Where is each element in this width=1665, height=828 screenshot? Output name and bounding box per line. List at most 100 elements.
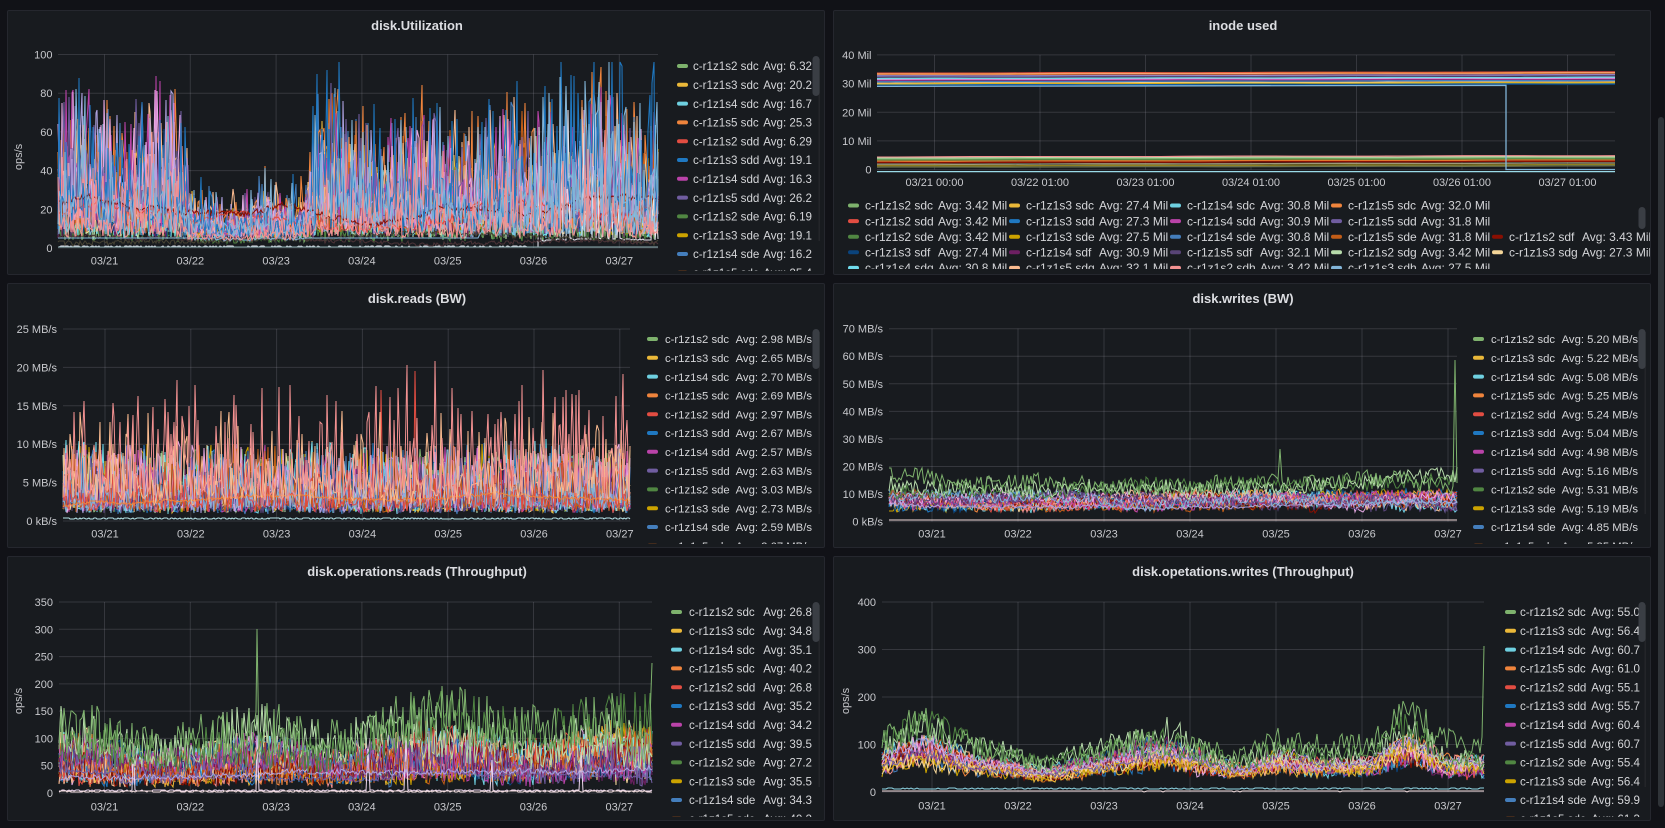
svg-text:c-r1z1s2 sdc: c-r1z1s2 sdc xyxy=(693,60,759,73)
svg-text:Avg: 2.59 MB/s: Avg: 2.59 MB/s xyxy=(736,522,813,534)
svg-text:c-r1z1s5 sdg: c-r1z1s5 sdg xyxy=(1026,261,1095,275)
svg-text:c-r1z1s2 sdc: c-r1z1s2 sdc xyxy=(689,606,755,619)
svg-text:60: 60 xyxy=(40,127,52,139)
svg-text:c-r1z1s4 sdc: c-r1z1s4 sdc xyxy=(689,644,755,657)
svg-text:03/26: 03/26 xyxy=(1348,801,1376,813)
svg-text:Avg: 3.42 Mil: Avg: 3.42 Mil xyxy=(938,214,1007,228)
svg-text:c-r1z1s5 sdf: c-r1z1s5 sdf xyxy=(1187,246,1253,260)
svg-text:c-r1z1s5 sdd: c-r1z1s5 sdd xyxy=(1520,738,1586,751)
svg-text:Avg: 27.2: Avg: 27.2 xyxy=(763,757,812,770)
svg-text:03/25: 03/25 xyxy=(434,529,462,541)
svg-text:c-r1z1s2 sdd: c-r1z1s2 sdd xyxy=(693,135,759,148)
svg-text:Avg: 6.29: Avg: 6.29 xyxy=(763,135,812,148)
svg-text:ops/s: ops/s xyxy=(13,687,25,714)
svg-text:c-r1z1s4 sdf: c-r1z1s4 sdf xyxy=(1026,246,1092,260)
svg-text:Avg: 5.19 MB/s: Avg: 5.19 MB/s xyxy=(1562,503,1639,515)
svg-text:03/23: 03/23 xyxy=(262,802,290,814)
svg-text:Avg: 30.8 Mil: Avg: 30.8 Mil xyxy=(938,261,1007,275)
svg-text:Avg: 56.4: Avg: 56.4 xyxy=(1591,625,1640,638)
svg-text:Avg: 61.3: Avg: 61.3 xyxy=(1591,813,1640,821)
svg-text:03/22: 03/22 xyxy=(1004,529,1032,541)
svg-text:300: 300 xyxy=(858,645,876,657)
svg-text:150: 150 xyxy=(35,706,53,718)
svg-text:Avg: 5.22 MB/s: Avg: 5.22 MB/s xyxy=(1562,353,1639,365)
svg-text:Avg: 31.8 Mil: Avg: 31.8 Mil xyxy=(1421,214,1490,228)
svg-text:Avg: 3.42 Mil: Avg: 3.42 Mil xyxy=(1260,261,1329,275)
svg-text:Avg: 60.4: Avg: 60.4 xyxy=(1591,719,1640,732)
svg-text:c-r1z1s4 sdc: c-r1z1s4 sdc xyxy=(693,98,759,111)
svg-text:03/24: 03/24 xyxy=(1176,801,1204,813)
svg-text:Avg: 2.65 MB/s: Avg: 2.65 MB/s xyxy=(736,353,813,365)
svg-text:c-r1z1s2 sdc: c-r1z1s2 sdc xyxy=(1491,334,1555,346)
svg-text:c-r1z1s4 sde: c-r1z1s4 sde xyxy=(689,794,755,807)
svg-text:c-r1z1s3 sdc: c-r1z1s3 sdc xyxy=(1491,353,1555,365)
svg-text:Avg: 3.42 Mil: Avg: 3.42 Mil xyxy=(1421,246,1490,260)
svg-text:10 Mil: 10 Mil xyxy=(842,136,871,148)
svg-text:100: 100 xyxy=(34,50,52,62)
svg-text:0 kB/s: 0 kB/s xyxy=(26,516,57,528)
svg-text:0: 0 xyxy=(865,165,871,177)
svg-text:c-r1z1s2 sde: c-r1z1s2 sde xyxy=(665,485,730,497)
svg-text:Avg: 5.20 MB/s: Avg: 5.20 MB/s xyxy=(1562,334,1639,346)
svg-text:c-r1z1s3 sdc: c-r1z1s3 sdc xyxy=(693,79,759,92)
svg-text:c-r1z1s4 sdg: c-r1z1s4 sdg xyxy=(865,261,934,275)
svg-text:0: 0 xyxy=(47,788,53,800)
svg-text:03/23: 03/23 xyxy=(1090,529,1118,541)
svg-text:Avg: 40.2: Avg: 40.2 xyxy=(763,663,812,676)
svg-text:c-r1z1s5 sdc: c-r1z1s5 sdc xyxy=(665,391,729,403)
svg-text:Avg: 60.7: Avg: 60.7 xyxy=(1591,738,1640,751)
svg-text:70 MB/s: 70 MB/s xyxy=(843,324,884,336)
svg-text:c-r1z1s2 sde: c-r1z1s2 sde xyxy=(693,211,759,224)
svg-text:c-r1z1s5 sde: c-r1z1s5 sde xyxy=(1491,541,1556,548)
svg-text:03/26: 03/26 xyxy=(520,529,548,541)
svg-text:Avg: 26.8: Avg: 26.8 xyxy=(763,681,812,694)
svg-text:Avg: 59.9: Avg: 59.9 xyxy=(1591,794,1640,807)
svg-text:Avg: 30.8 Mil: Avg: 30.8 Mil xyxy=(1260,199,1329,213)
svg-text:c-r1z1s4 sdc: c-r1z1s4 sdc xyxy=(1520,644,1586,657)
svg-text:c-r1z1s4 sdc: c-r1z1s4 sdc xyxy=(1491,372,1555,384)
svg-text:c-r1z1s4 sde: c-r1z1s4 sde xyxy=(1491,522,1556,534)
svg-text:300: 300 xyxy=(35,624,53,636)
svg-text:20 MB/s: 20 MB/s xyxy=(17,362,58,374)
svg-text:20: 20 xyxy=(40,204,52,216)
svg-text:Avg: 39.5: Avg: 39.5 xyxy=(763,738,812,751)
svg-text:c-r1z1s2 sdd: c-r1z1s2 sdd xyxy=(1520,681,1586,694)
svg-text:disk.Utilization: disk.Utilization xyxy=(371,18,463,33)
svg-text:c-r1z1s5 sde: c-r1z1s5 sde xyxy=(1348,230,1417,244)
svg-text:c-r1z1s3 sdd: c-r1z1s3 sdd xyxy=(665,428,730,440)
svg-text:c-r1z1s2 sdd: c-r1z1s2 sdd xyxy=(665,409,730,421)
svg-text:c-r1z1s5 sde: c-r1z1s5 sde xyxy=(693,267,759,275)
svg-text:0 kB/s: 0 kB/s xyxy=(852,517,883,529)
svg-text:Avg: 55.7: Avg: 55.7 xyxy=(1591,700,1640,713)
svg-text:03/22 01:00: 03/22 01:00 xyxy=(1011,177,1069,189)
svg-text:c-r1z1s2 sde: c-r1z1s2 sde xyxy=(1491,485,1556,497)
svg-text:25 MB/s: 25 MB/s xyxy=(17,324,58,336)
svg-text:c-r1z1s4 sdd: c-r1z1s4 sdd xyxy=(1520,719,1586,732)
svg-text:c-r1z1s2 sdh: c-r1z1s2 sdh xyxy=(1187,261,1256,275)
svg-text:disk.opetations.writes (Throug: disk.opetations.writes (Throughput) xyxy=(1132,564,1354,579)
svg-text:c-r1z1s3 sdd: c-r1z1s3 sdd xyxy=(1520,700,1586,713)
svg-text:200: 200 xyxy=(35,679,53,691)
svg-text:03/26: 03/26 xyxy=(520,256,548,268)
svg-text:03/25: 03/25 xyxy=(1262,529,1290,541)
svg-text:c-r1z1s2 sdd: c-r1z1s2 sdd xyxy=(689,681,755,694)
svg-text:Avg: 5.16 MB/s: Avg: 5.16 MB/s xyxy=(1562,466,1639,478)
svg-text:03/25 01:00: 03/25 01:00 xyxy=(1327,177,1385,189)
svg-text:400: 400 xyxy=(858,597,876,609)
svg-text:Avg: 3.42 Mil: Avg: 3.42 Mil xyxy=(938,230,1007,244)
svg-text:Avg: 19.1: Avg: 19.1 xyxy=(763,154,812,167)
svg-text:03/21: 03/21 xyxy=(91,256,119,268)
svg-text:c-r1z1s4 sdd: c-r1z1s4 sdd xyxy=(693,173,759,186)
svg-text:c-r1z1s4 sde: c-r1z1s4 sde xyxy=(665,522,730,534)
svg-text:10 MB/s: 10 MB/s xyxy=(843,489,884,501)
svg-text:c-r1z1s3 sdc: c-r1z1s3 sdc xyxy=(1520,625,1586,638)
svg-text:c-r1z1s3 sde: c-r1z1s3 sde xyxy=(1026,230,1095,244)
svg-text:03/23: 03/23 xyxy=(1090,801,1118,813)
svg-text:03/21: 03/21 xyxy=(918,801,946,813)
svg-text:03/21: 03/21 xyxy=(91,529,119,541)
svg-text:Avg: 5.31 MB/s: Avg: 5.31 MB/s xyxy=(1562,485,1639,497)
svg-text:Avg: 35.2: Avg: 35.2 xyxy=(763,700,812,713)
svg-text:c-r1z1s2 sdc: c-r1z1s2 sdc xyxy=(1520,606,1586,619)
svg-text:Avg: 2.69 MB/s: Avg: 2.69 MB/s xyxy=(736,391,813,403)
svg-text:03/24 01:00: 03/24 01:00 xyxy=(1222,177,1280,189)
